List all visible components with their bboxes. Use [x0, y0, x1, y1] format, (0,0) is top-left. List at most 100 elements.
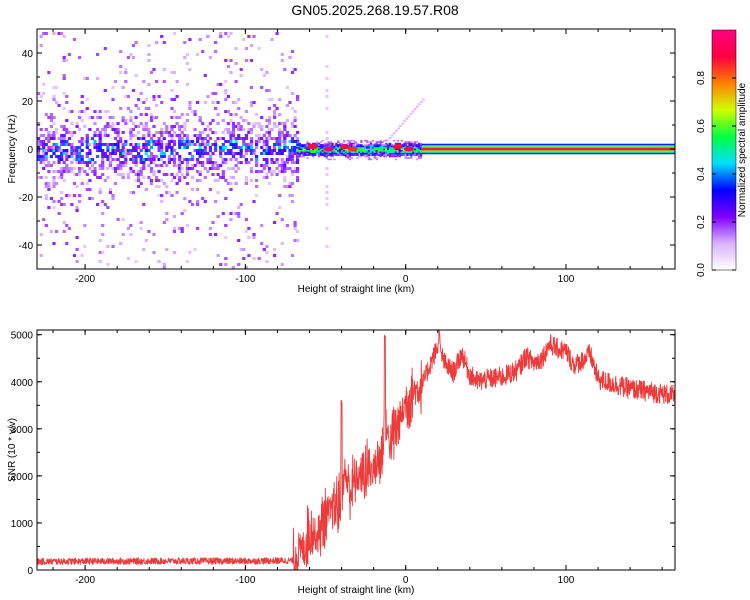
spectrogram-cell — [42, 155, 46, 158]
spectrogram-cell — [369, 152, 373, 155]
spectrogram-cell — [198, 131, 202, 134]
spectrogram-cell — [134, 74, 138, 77]
spectrogram-cell — [39, 143, 43, 146]
spectrogram-cell — [208, 149, 212, 152]
spectrogram-cell — [278, 140, 282, 143]
spectrogram-cell — [62, 170, 66, 173]
spectrogram-cell — [80, 167, 84, 170]
spectrogram-cell — [165, 212, 169, 215]
spectrogram-cell — [367, 148, 371, 151]
spectrogram-cell — [78, 200, 82, 203]
spectrogram-cell — [339, 144, 342, 146]
spectrogram-cell — [206, 35, 210, 38]
spectrogram-cell — [321, 145, 325, 148]
spectrogram-cell — [137, 176, 141, 179]
spectrogram-cell — [172, 98, 177, 101]
spectrogram-cell — [147, 107, 151, 110]
spectrogram-cell — [67, 110, 71, 113]
spectrogram-cell — [113, 152, 118, 155]
spectrogram-cell — [390, 145, 394, 148]
spectrogram-cell — [121, 119, 125, 122]
spectrogram-cell — [317, 151, 321, 153]
spectrogram-cell — [185, 146, 189, 149]
colorbar-gradient — [711, 29, 737, 271]
spectrogram-cell — [367, 157, 371, 159]
spectrogram-cell — [375, 151, 378, 153]
spectrogram-cell — [247, 227, 251, 230]
spectrogram-cell — [306, 157, 309, 159]
spectrogram-cell — [247, 131, 251, 134]
spectrogram-cell — [85, 134, 89, 137]
spectrogram-cell — [98, 191, 102, 194]
spectrogram-cell — [260, 116, 264, 119]
spectrogram-cell — [116, 167, 120, 170]
spectrogram-cell — [381, 145, 384, 148]
spectrogram-cell — [365, 139, 369, 142]
spectrogram-cell — [221, 137, 225, 140]
spectrogram-cell — [365, 145, 369, 148]
x-tick-label: 0 — [403, 274, 409, 285]
spectrogram-cell — [208, 158, 212, 161]
spectrogram-cell — [273, 254, 277, 257]
spectrogram-cell — [417, 150, 421, 152]
spectrogram-cell — [224, 146, 228, 149]
spectrogram-cell — [321, 148, 325, 151]
spectrogram-cell — [255, 140, 259, 143]
spectrogram-cell — [337, 141, 340, 143]
spectrogram-cell — [252, 257, 256, 260]
spectrogram-cell — [52, 143, 56, 146]
spectrogram-cell — [144, 122, 148, 125]
spectrogram-cell — [364, 152, 367, 155]
spectrogram-cell — [39, 155, 43, 158]
spectrogram-cell — [414, 144, 417, 146]
spectrogram-cell — [406, 145, 409, 148]
spectrogram-cell — [333, 148, 336, 151]
spectrogram-cell — [101, 233, 105, 236]
spectrogram-cell — [325, 227, 329, 230]
spectrogram-cell — [190, 164, 195, 167]
spectrogram-cell — [244, 110, 248, 113]
spectrogram-cell — [85, 98, 89, 101]
spectrogram-cell — [226, 131, 230, 134]
spectrogram-cell — [410, 152, 413, 155]
spectrogram-cell — [190, 158, 195, 161]
spectrogram-cell — [262, 140, 266, 143]
spectrogram-cell — [196, 140, 200, 143]
spectrogram-cell — [78, 173, 82, 176]
spectrogram-cell — [410, 157, 413, 159]
spectrogram-cell — [201, 155, 205, 158]
spectrogram-cell — [358, 152, 361, 155]
spectrogram-cell — [308, 154, 311, 156]
spectrogram-cell — [147, 140, 151, 143]
spectrogram-cell — [304, 151, 307, 153]
spectrogram-cell — [365, 152, 369, 155]
spectrogram-cell — [108, 164, 112, 167]
spectrogram-cell — [416, 150, 419, 152]
spectrogram-cell — [62, 74, 66, 77]
spectrogram-cell — [234, 47, 238, 50]
spectrogram-cell — [265, 158, 269, 161]
spectrogram-cell — [98, 110, 102, 113]
spectrogram-cell — [190, 143, 195, 146]
spectrogram-cell — [290, 137, 295, 140]
spectrogram-cell — [165, 125, 169, 128]
spectrogram-cell — [80, 119, 84, 122]
spectrogram-cell — [255, 164, 259, 167]
spectrogram-cell — [170, 71, 174, 74]
spectrogram-cell — [188, 251, 192, 254]
spectrogram-cell — [65, 194, 69, 197]
spectrogram-cell — [108, 188, 112, 191]
spectrogram-cell — [139, 161, 143, 164]
spectrogram-cell — [310, 154, 313, 156]
spectrogram-cell — [98, 251, 102, 254]
spectrogram-cell — [288, 134, 292, 137]
spectrogram-cell — [152, 155, 156, 158]
spectrogram-cell — [346, 151, 350, 153]
y-tick-label: 2000 — [11, 472, 34, 483]
spectrogram-cell — [172, 230, 177, 233]
spectrogram-cell — [175, 182, 179, 185]
spectrogram-cell — [129, 119, 133, 122]
spectrogram-cell — [111, 125, 115, 128]
spectrogram-cell — [185, 113, 189, 116]
spectrogram-cell — [360, 147, 363, 149]
